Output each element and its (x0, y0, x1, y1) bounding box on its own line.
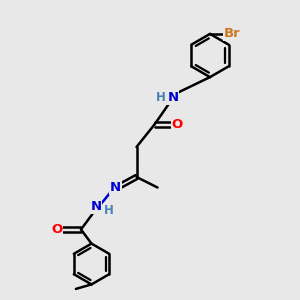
Text: O: O (51, 223, 63, 236)
Text: Br: Br (224, 27, 241, 40)
Text: N: N (90, 200, 102, 214)
Text: O: O (171, 118, 183, 131)
Text: H: H (156, 91, 166, 104)
Text: N: N (167, 91, 179, 104)
Text: N: N (110, 181, 121, 194)
Text: H: H (104, 203, 113, 217)
